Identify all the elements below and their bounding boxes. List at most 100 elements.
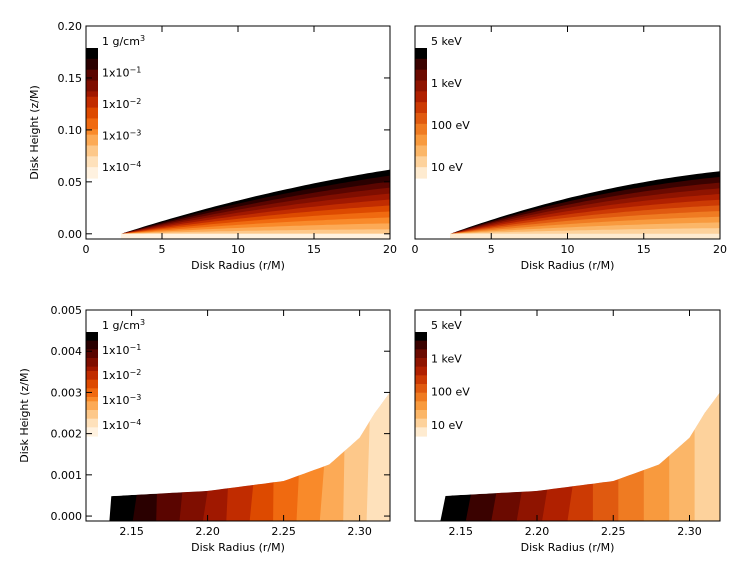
colorbar-segment: [86, 91, 98, 98]
colorbar-segment: [86, 358, 98, 363]
colorbar-segment: [415, 64, 427, 71]
y-tick-label: 0.00: [58, 228, 83, 241]
colorbar-segment: [415, 384, 427, 389]
colorbar-segment: [86, 349, 98, 355]
colorbar-segment: [415, 392, 427, 398]
y-tick-label: 0.10: [58, 124, 83, 137]
colorbar-label: 100 eV: [431, 119, 470, 132]
colorbar-segment: [86, 107, 98, 114]
plot-frame: [414, 309, 721, 522]
x-tick-label: 15: [637, 243, 651, 256]
panel-density-wide: 1 g/cm3 1x10−1 1x10−2 1x10−3 1x10−4 0 5 10 15 20 0…: [28, 20, 397, 272]
colorbar-segment: [415, 140, 427, 147]
colorbar-label: 5 keV: [431, 35, 462, 48]
colorbar-segment: [415, 53, 427, 60]
colorbar-label: 1x10−3: [102, 129, 141, 143]
colorbar-segment: [86, 423, 98, 428]
colorbar-label: 10 eV: [431, 161, 463, 174]
colorbar-label: 1 keV: [431, 77, 462, 90]
colorbar-segment: [415, 340, 427, 346]
colorbar-segment: [86, 85, 98, 92]
y-tick-label: 0.005: [51, 304, 83, 317]
colorbar-segment: [415, 379, 427, 385]
colorbar-segment: [415, 161, 427, 168]
colorbar-segment: [415, 427, 427, 433]
y-tick-label: 0.003: [51, 386, 83, 399]
colorbar-segment: [86, 345, 98, 350]
x-tick-label: 10: [561, 243, 575, 256]
y-tick-label: 0.000: [51, 510, 83, 523]
colorbar-segment: [415, 129, 427, 136]
x-tick-label: 2.25: [271, 525, 296, 538]
empty-region: [415, 310, 720, 498]
x-tick-label: 5: [159, 243, 166, 256]
colorbar-segment: [86, 161, 98, 168]
colorbar-segment: [86, 427, 98, 433]
colorbar-segment: [415, 91, 427, 98]
colorbar-segment: [86, 64, 98, 71]
colorbar-segment: [415, 410, 427, 415]
colorbar-segment: [415, 96, 427, 103]
colorbar-segment: [86, 336, 98, 342]
colorbar-segment: [86, 134, 98, 141]
colorbar-segment: [415, 375, 427, 381]
x-tick-label: 2.25: [601, 525, 626, 538]
colorbar-segment: [415, 345, 427, 350]
y-tick-label: 0.002: [51, 428, 83, 441]
x-tick-label: 2.20: [195, 525, 220, 538]
panel-density-zoom: 1 g/cm3 1x10−1 1x10−2 1x10−3 1x10−4 2.15 2.20 2…: [18, 304, 391, 554]
colorbar-segment: [86, 340, 98, 346]
empty-region: [415, 26, 720, 239]
colorbar-segment: [86, 353, 98, 359]
colorbar-segment: [86, 69, 98, 76]
colorbar-label: 1 g/cm3: [102, 34, 145, 48]
x-tick-label: 2.15: [119, 525, 144, 538]
colorbar-segment: [86, 388, 98, 394]
colorbar-segment: [415, 167, 427, 174]
colorbar-segment: [415, 85, 427, 92]
x-tick-label: 2.30: [347, 525, 372, 538]
x-tick-label: 20: [713, 243, 727, 256]
empty-region: [86, 26, 390, 239]
colorbar-segment: [86, 405, 98, 411]
y-tick-label: 0.05: [58, 176, 83, 189]
colorbar-segment: [415, 58, 427, 65]
colorbar-segment: [415, 414, 427, 420]
colorbar-label: 10 eV: [431, 419, 463, 432]
colorbar-segment: [86, 48, 98, 55]
x-tick-label: 2.20: [525, 525, 550, 538]
colorbar-segment: [415, 69, 427, 76]
colorbar-segment: [415, 145, 427, 152]
contour-band: [694, 392, 720, 521]
colorbar-label: 100 eV: [431, 386, 470, 399]
colorbar-segment: [415, 134, 427, 141]
colorbar-segment: [415, 172, 427, 179]
colorbar-segment: [86, 384, 98, 389]
x-tick-label: 0: [83, 243, 90, 256]
colorbar-label: 1 keV: [431, 352, 462, 365]
colorbar-segment: [415, 48, 427, 55]
colorbar-segment: [86, 379, 98, 385]
plot-frame: [85, 309, 391, 522]
colorbar-label: 1x10−1: [102, 66, 141, 80]
colorbar-label: 1x10−1: [102, 343, 141, 357]
colorbar-label: 1 g/cm3: [102, 318, 145, 332]
colorbar-segment: [86, 145, 98, 152]
x-axis-label: Disk Radius (r/M): [521, 259, 615, 272]
colorbar-segment: [86, 80, 98, 87]
colorbar-segment: [415, 366, 427, 372]
colorbar-segment: [86, 414, 98, 420]
colorbar-segment: [86, 113, 98, 120]
colorbar-segment: [86, 401, 98, 407]
colorbar-segment: [86, 150, 98, 157]
x-axis-label: Disk Radius (r/M): [521, 541, 615, 554]
colorbar-segment: [86, 371, 98, 376]
contour-band: [450, 233, 720, 239]
colorbar-segment: [415, 423, 427, 428]
colorbar-segment: [86, 118, 98, 125]
colorbar-segment: [415, 418, 427, 424]
colorbar-segment: [415, 388, 427, 394]
colorbar-segment: [415, 349, 427, 355]
colorbar-segment: [86, 392, 98, 398]
